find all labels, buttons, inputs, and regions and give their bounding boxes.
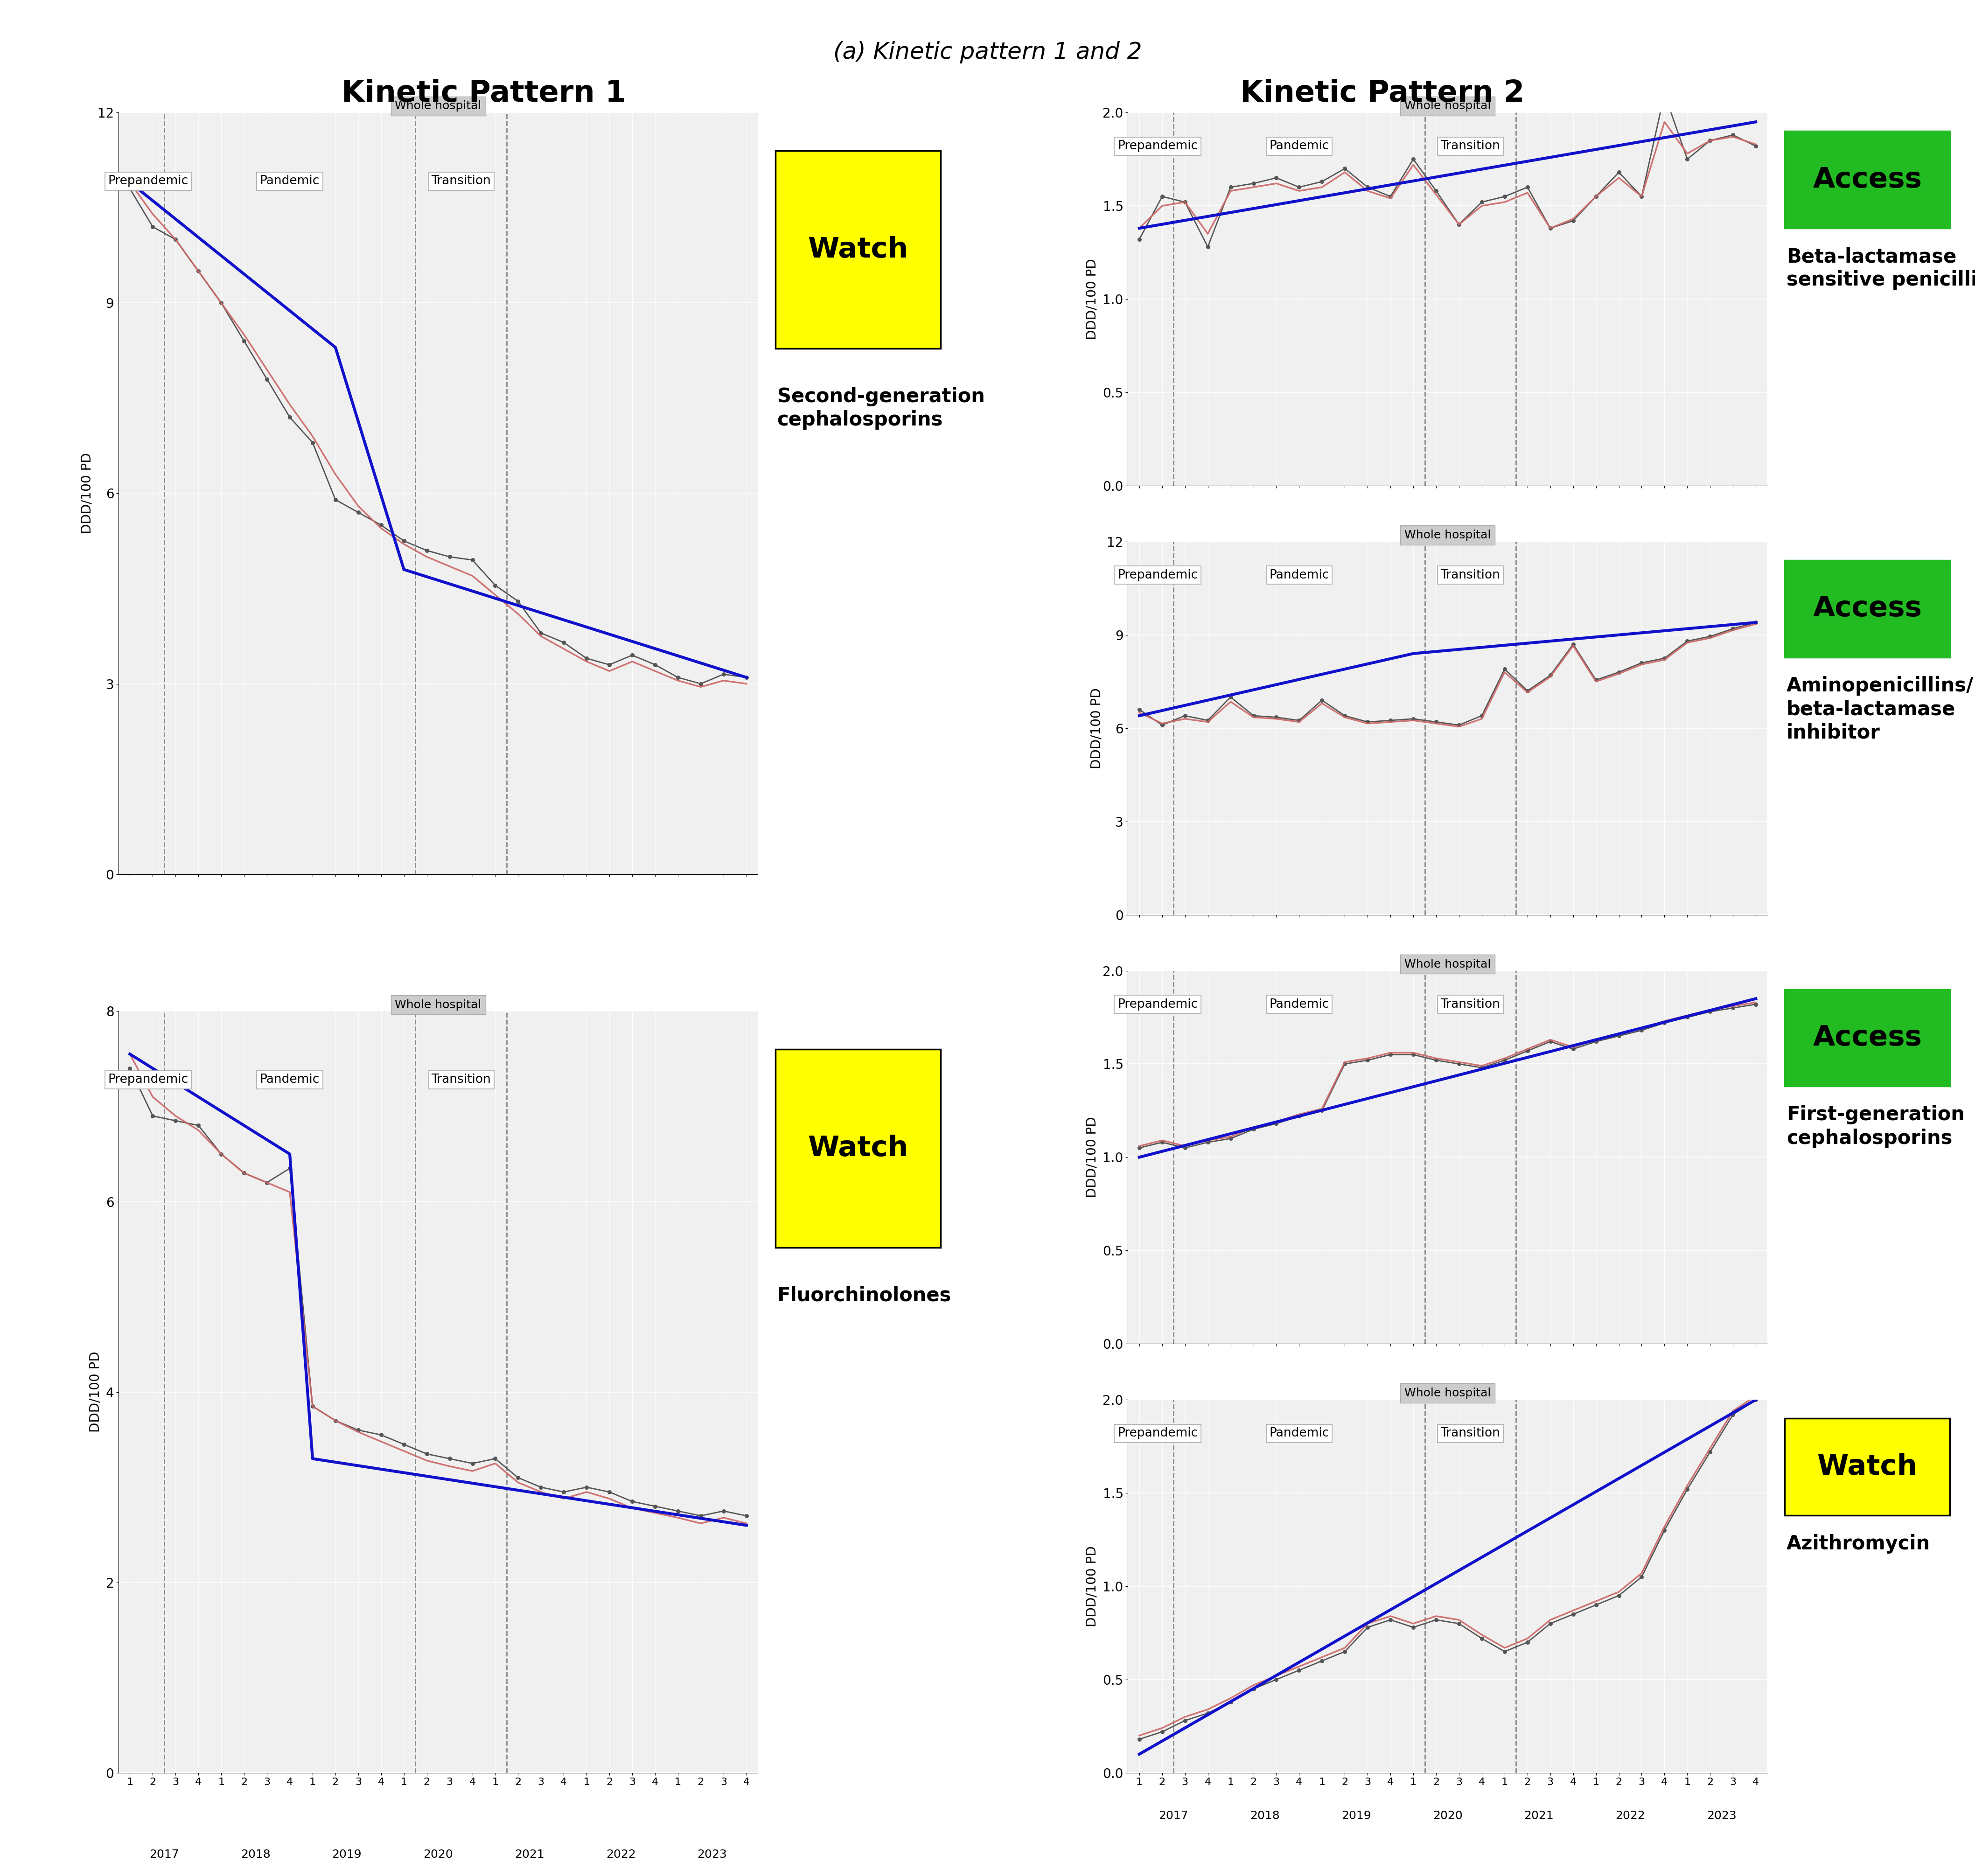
Title: Whole hospital: Whole hospital bbox=[1404, 529, 1491, 540]
Text: Prepandemic: Prepandemic bbox=[1118, 141, 1197, 152]
Text: Beta-lactamase
sensitive penicillins: Beta-lactamase sensitive penicillins bbox=[1787, 248, 1975, 291]
Text: Prepandemic: Prepandemic bbox=[1118, 568, 1197, 582]
Text: 2023: 2023 bbox=[697, 1850, 727, 1861]
Y-axis label: DDD/100 PD: DDD/100 PD bbox=[1090, 688, 1102, 769]
Text: Kinetic Pattern 1: Kinetic Pattern 1 bbox=[342, 79, 626, 107]
Text: 2022: 2022 bbox=[1616, 1810, 1645, 1822]
Text: 2021: 2021 bbox=[1525, 1810, 1554, 1822]
FancyBboxPatch shape bbox=[1785, 131, 1949, 229]
Text: 2019: 2019 bbox=[332, 1850, 361, 1861]
Text: Azithromycin: Azithromycin bbox=[1787, 1535, 1930, 1553]
Text: Fluorchinolones: Fluorchinolones bbox=[776, 1285, 952, 1306]
Text: Transition: Transition bbox=[1440, 568, 1501, 582]
Text: Pandemic: Pandemic bbox=[1270, 998, 1329, 1011]
Text: Watch: Watch bbox=[808, 1135, 908, 1161]
Text: 2022: 2022 bbox=[606, 1850, 636, 1861]
Text: Pandemic: Pandemic bbox=[1270, 568, 1329, 582]
Text: First-generation
cephalosporins: First-generation cephalosporins bbox=[1787, 1105, 1965, 1148]
Text: 2023: 2023 bbox=[1706, 1810, 1736, 1822]
Text: Prepandemic: Prepandemic bbox=[1118, 1428, 1197, 1439]
Y-axis label: DDD/100 PD: DDD/100 PD bbox=[1086, 259, 1098, 340]
Title: Whole hospital: Whole hospital bbox=[1404, 1388, 1491, 1399]
Text: Access: Access bbox=[1813, 1024, 1922, 1052]
Text: Kinetic Pattern 2: Kinetic Pattern 2 bbox=[1240, 79, 1525, 107]
Title: Whole hospital: Whole hospital bbox=[395, 1000, 482, 1011]
Text: Transition: Transition bbox=[1440, 141, 1501, 152]
Y-axis label: DDD/100 PD: DDD/100 PD bbox=[1086, 1116, 1098, 1197]
Y-axis label: DDD/100 PD: DDD/100 PD bbox=[81, 452, 93, 535]
Text: Prepandemic: Prepandemic bbox=[109, 1073, 188, 1086]
Text: Access: Access bbox=[1813, 595, 1922, 623]
Title: Whole hospital: Whole hospital bbox=[395, 101, 482, 113]
Text: 2020: 2020 bbox=[423, 1850, 452, 1861]
FancyBboxPatch shape bbox=[776, 1049, 940, 1248]
Text: Prepandemic: Prepandemic bbox=[1118, 998, 1197, 1011]
Title: Whole hospital: Whole hospital bbox=[1404, 959, 1491, 970]
Text: 2018: 2018 bbox=[1250, 1810, 1280, 1822]
Text: Access: Access bbox=[1813, 165, 1922, 193]
Text: Transition: Transition bbox=[1440, 998, 1501, 1011]
Text: Second-generation
cephalosporins: Second-generation cephalosporins bbox=[776, 386, 986, 430]
Text: Aminopenicillins/
beta-lactamase
inhibitor: Aminopenicillins/ beta-lactamase inhibit… bbox=[1787, 675, 1973, 743]
Text: Pandemic: Pandemic bbox=[261, 174, 320, 188]
Text: Pandemic: Pandemic bbox=[1270, 141, 1329, 152]
Text: Transition: Transition bbox=[431, 174, 492, 188]
FancyBboxPatch shape bbox=[1785, 989, 1949, 1086]
Title: Whole hospital: Whole hospital bbox=[1404, 101, 1491, 113]
FancyBboxPatch shape bbox=[776, 150, 940, 349]
Text: Transition: Transition bbox=[1440, 1428, 1501, 1439]
Text: 2018: 2018 bbox=[241, 1850, 271, 1861]
Text: Transition: Transition bbox=[431, 1073, 492, 1086]
Text: Watch: Watch bbox=[1817, 1454, 1918, 1480]
Text: 2021: 2021 bbox=[515, 1850, 545, 1861]
Text: Watch: Watch bbox=[808, 236, 908, 263]
Text: 2017: 2017 bbox=[150, 1850, 180, 1861]
Text: Prepandemic: Prepandemic bbox=[109, 174, 188, 188]
Text: 2017: 2017 bbox=[1159, 1810, 1189, 1822]
FancyBboxPatch shape bbox=[1785, 1418, 1949, 1516]
Text: 2020: 2020 bbox=[1432, 1810, 1461, 1822]
Y-axis label: DDD/100 PD: DDD/100 PD bbox=[89, 1351, 103, 1433]
Text: 2019: 2019 bbox=[1341, 1810, 1371, 1822]
Y-axis label: DDD/100 PD: DDD/100 PD bbox=[1086, 1546, 1098, 1626]
FancyBboxPatch shape bbox=[1785, 561, 1949, 657]
Text: Pandemic: Pandemic bbox=[261, 1073, 320, 1086]
Text: Pandemic: Pandemic bbox=[1270, 1428, 1329, 1439]
Text: (a) Kinetic pattern 1 and 2: (a) Kinetic pattern 1 and 2 bbox=[833, 41, 1142, 64]
